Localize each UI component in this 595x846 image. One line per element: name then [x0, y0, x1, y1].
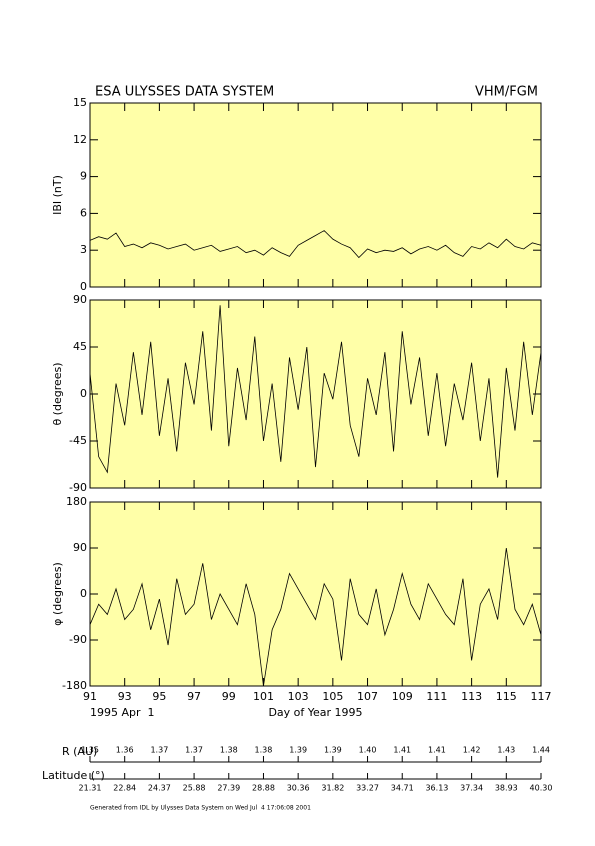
y-axis-title: θ (degrees)	[51, 362, 64, 425]
y-tick-label: -45	[69, 434, 87, 447]
x-tick-label: 93	[118, 690, 132, 703]
y-tick-label: 90	[73, 293, 87, 306]
y-tick-label: 180	[66, 495, 87, 508]
lat-value: 37.34	[460, 784, 483, 793]
y-axis-title: φ (degrees)	[51, 562, 64, 626]
x-tick-label: 111	[426, 690, 447, 703]
y-tick-label: -180	[62, 679, 87, 692]
plot-frame	[89, 299, 542, 489]
r-value: 1.41	[428, 746, 446, 755]
y-tick-label: 6	[80, 206, 87, 219]
r-value: 1.39	[324, 746, 342, 755]
lat-value: 40.30	[530, 784, 553, 793]
lat-value: 25.88	[183, 784, 206, 793]
x-tick-label: 91	[83, 690, 97, 703]
data-line	[89, 547, 542, 687]
r-value: 1.38	[220, 746, 238, 755]
x-tick-label: 95	[152, 690, 166, 703]
y-tick-label: 12	[73, 133, 87, 146]
r-value: 1.40	[359, 746, 377, 755]
plot-area	[90, 103, 541, 287]
x-tick-label: 103	[288, 690, 309, 703]
x-tick-label: 113	[461, 690, 482, 703]
lat-value: 28.88	[252, 784, 275, 793]
plot-frame	[89, 501, 542, 687]
lat-value: 27.39	[217, 784, 240, 793]
lat-value: 34.71	[391, 784, 414, 793]
y-axis-title: IBI (nT)	[51, 175, 64, 215]
y-tick-label: 0	[80, 280, 87, 293]
start-date: 1995 Apr 1	[90, 706, 155, 719]
y-tick-label: 3	[80, 243, 87, 256]
x-tick-label: 109	[392, 690, 413, 703]
r-value: 1.36	[116, 746, 134, 755]
x-tick-label: 117	[531, 690, 552, 703]
data-line	[89, 305, 542, 478]
lat-value: 36.13	[425, 784, 448, 793]
lat-value: 33.27	[356, 784, 379, 793]
instrument: VHM/FGM	[475, 85, 538, 100]
x-tick-label: 105	[322, 690, 343, 703]
y-tick-label: 15	[73, 96, 87, 109]
lat-value: 22.84	[113, 784, 136, 793]
r-value: 1.35	[81, 746, 99, 755]
lat-label: Latitude (°)	[42, 769, 105, 782]
plot-area	[90, 502, 541, 686]
lat-value: 24.37	[148, 784, 171, 793]
lat-value: 31.82	[321, 784, 344, 793]
lat-value: 30.36	[287, 784, 310, 793]
y-tick-label: 9	[80, 170, 87, 183]
plot-area	[90, 300, 541, 488]
x-axis-title: Day of Year 1995	[268, 706, 362, 719]
r-value: 1.37	[185, 746, 203, 755]
y-tick-label: 0	[80, 587, 87, 600]
chart-title: ESA ULYSSES DATA SYSTEM	[95, 85, 274, 100]
r-label: R (AU)	[62, 745, 97, 758]
r-value: 1.41	[393, 746, 411, 755]
r-value: 1.38	[255, 746, 273, 755]
y-tick-label: -90	[69, 633, 87, 646]
data-line	[89, 230, 542, 259]
footer: Generated from IDL by Ulysses Data Syste…	[90, 805, 311, 812]
y-tick-label: 0	[80, 387, 87, 400]
r-value: 1.43	[497, 746, 515, 755]
x-tick-label: 115	[496, 690, 517, 703]
r-value: 1.42	[463, 746, 481, 755]
y-tick-label: -90	[69, 481, 87, 494]
y-tick-label: 90	[73, 541, 87, 554]
plot-frame	[89, 102, 542, 288]
x-tick-label: 101	[253, 690, 274, 703]
x-tick-label: 97	[187, 690, 201, 703]
x-tick-label: 99	[222, 690, 236, 703]
lat-value: 38.93	[495, 784, 518, 793]
r-value: 1.39	[289, 746, 307, 755]
lat-value: 21.31	[79, 784, 102, 793]
x-tick-label: 107	[357, 690, 378, 703]
y-tick-label: 45	[73, 340, 87, 353]
r-value: 1.37	[150, 746, 168, 755]
r-value: 1.44	[532, 746, 550, 755]
